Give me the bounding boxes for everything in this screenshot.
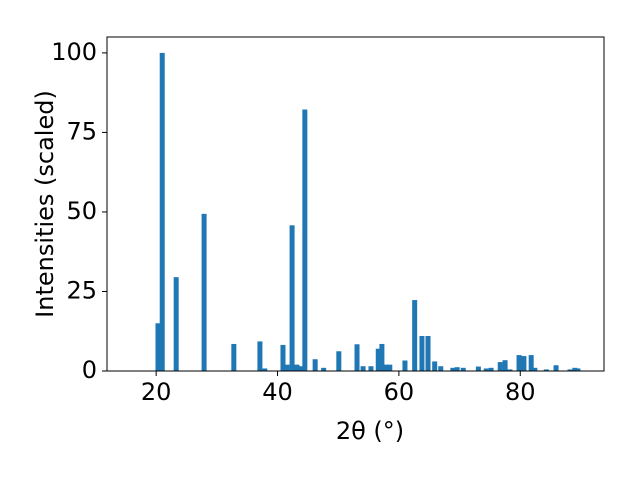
bar bbox=[460, 367, 466, 371]
y-axis-label: Intensities (scaled) bbox=[31, 90, 59, 318]
bar bbox=[553, 365, 559, 371]
bar bbox=[336, 351, 342, 371]
bar bbox=[379, 343, 385, 371]
bar bbox=[155, 323, 161, 371]
x-tick-label: 20 bbox=[141, 378, 172, 406]
bar bbox=[425, 336, 431, 371]
y-tick-label: 50 bbox=[66, 197, 97, 225]
bar bbox=[521, 356, 527, 371]
x-tick-label: 80 bbox=[505, 378, 536, 406]
y-tick-label: 0 bbox=[82, 356, 97, 384]
bar bbox=[280, 344, 286, 371]
bar bbox=[454, 367, 460, 371]
bar bbox=[450, 367, 456, 371]
bar bbox=[488, 367, 494, 371]
x-tick-label: 60 bbox=[384, 378, 415, 406]
bar bbox=[475, 366, 481, 371]
x-tick-label: 40 bbox=[262, 378, 293, 406]
bar bbox=[567, 369, 573, 371]
bar bbox=[201, 213, 207, 371]
bar bbox=[360, 366, 366, 371]
bar bbox=[231, 343, 237, 371]
x-axis-label: 2θ (°) bbox=[336, 417, 404, 445]
bar bbox=[297, 366, 303, 371]
bar bbox=[432, 361, 438, 371]
bar bbox=[321, 367, 327, 371]
bar bbox=[368, 366, 374, 371]
bar bbox=[294, 364, 300, 371]
bar bbox=[284, 364, 290, 371]
bar bbox=[354, 344, 360, 371]
y-tick-label: 100 bbox=[51, 38, 97, 66]
bar bbox=[497, 362, 503, 371]
bar bbox=[438, 366, 444, 371]
bar bbox=[575, 368, 581, 371]
bar bbox=[516, 355, 522, 371]
bar bbox=[572, 367, 578, 371]
bar bbox=[502, 360, 508, 371]
bar bbox=[173, 277, 179, 371]
bar bbox=[257, 341, 263, 371]
bar bbox=[543, 369, 549, 371]
bar bbox=[507, 369, 513, 371]
bar bbox=[375, 348, 381, 371]
y-tick-label: 25 bbox=[66, 276, 97, 304]
bar bbox=[159, 52, 165, 372]
bar bbox=[302, 109, 308, 372]
bar bbox=[383, 364, 389, 371]
bar bbox=[528, 355, 534, 371]
bar bbox=[262, 368, 268, 371]
bar bbox=[387, 364, 393, 371]
plot-frame bbox=[106, 36, 605, 372]
bar bbox=[419, 336, 425, 371]
bar bbox=[312, 359, 318, 371]
bar bbox=[412, 300, 418, 371]
bar bbox=[289, 225, 295, 371]
y-tick-label: 75 bbox=[66, 117, 97, 145]
bar bbox=[402, 360, 408, 371]
bar bbox=[532, 367, 538, 371]
bar bbox=[483, 368, 489, 371]
